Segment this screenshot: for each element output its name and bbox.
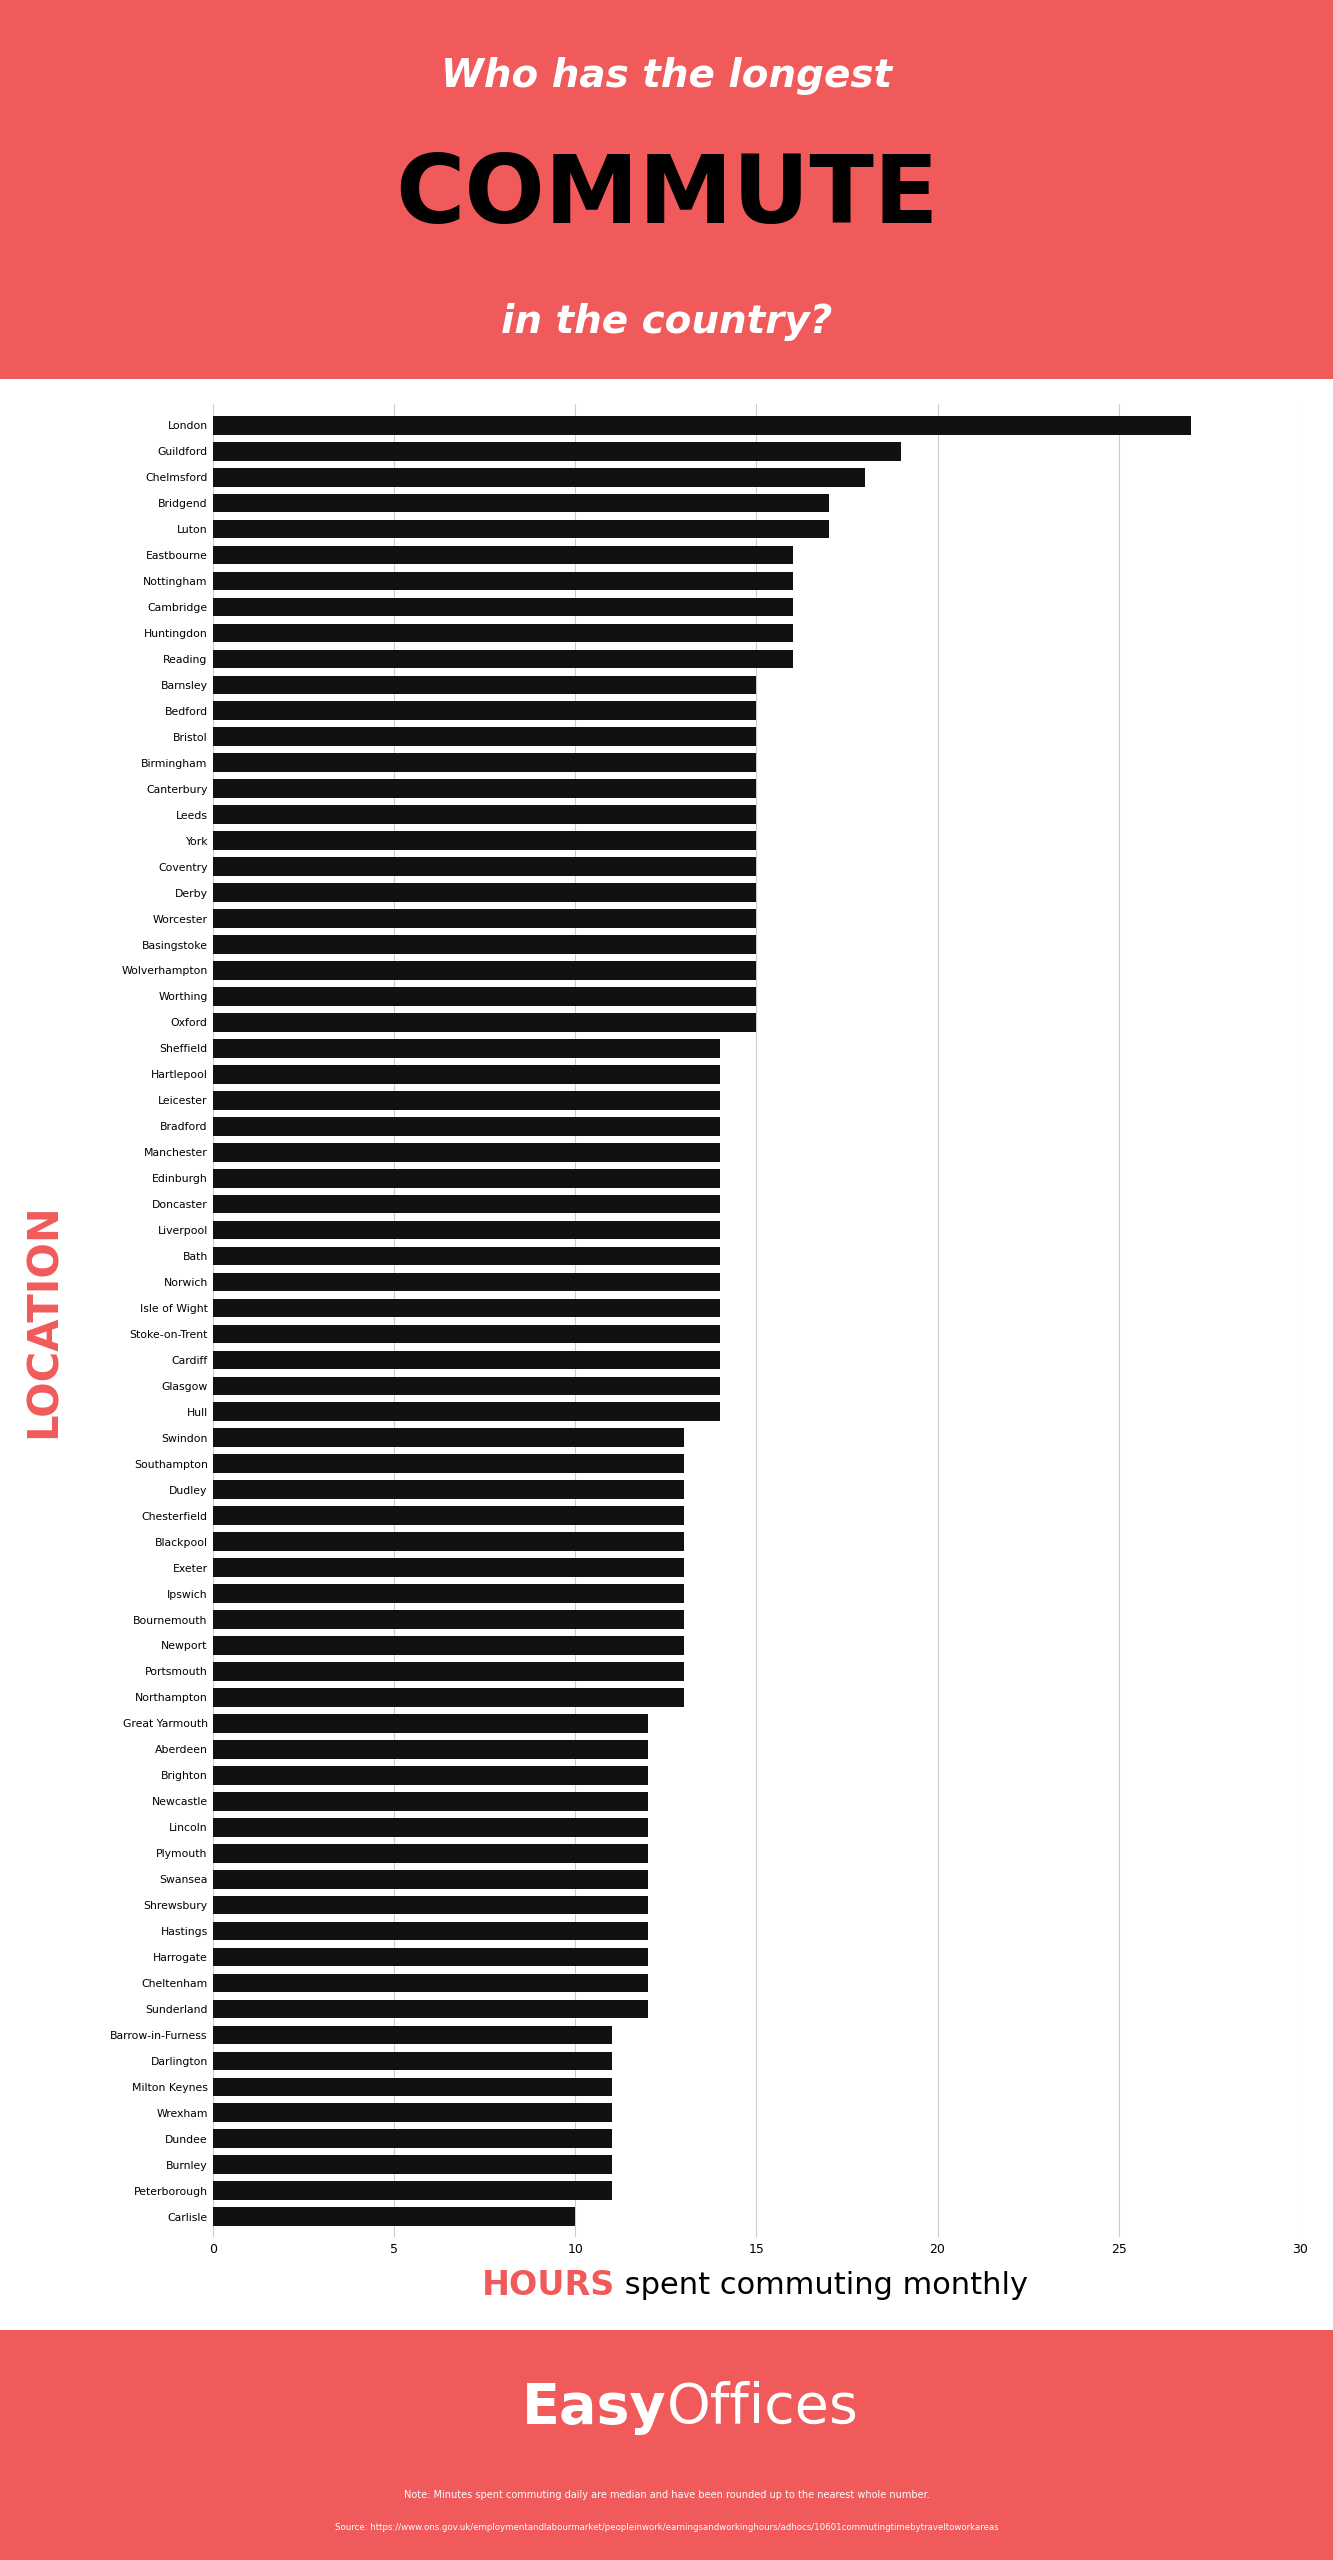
Bar — [213, 468, 865, 486]
Bar — [213, 727, 757, 745]
Bar — [213, 1247, 720, 1265]
Text: Source: https://www.ons.gov.uk/employmentandlabourmarket/peopleinwork/earningsan: Source: https://www.ons.gov.uk/employmen… — [335, 2524, 998, 2532]
Bar — [213, 2130, 612, 2148]
Bar — [213, 1377, 720, 1395]
Bar — [213, 1948, 648, 1966]
Bar — [213, 571, 793, 591]
Bar — [213, 1403, 720, 1421]
Bar — [213, 1039, 720, 1057]
Text: Note: Minutes spent commuting daily are median and have been rounded up to the n: Note: Minutes spent commuting daily are … — [404, 2491, 929, 2501]
Text: Offices: Offices — [666, 2381, 858, 2435]
Bar — [213, 1170, 720, 1188]
Bar — [213, 520, 829, 538]
Bar — [213, 1272, 720, 1290]
Text: LOCATION: LOCATION — [23, 1203, 64, 1439]
Bar — [213, 1480, 684, 1500]
Bar — [213, 1533, 684, 1551]
Bar — [213, 1923, 648, 1940]
Bar — [213, 2207, 576, 2227]
Bar — [213, 1428, 684, 1446]
Bar — [213, 1585, 684, 1603]
Bar — [213, 1324, 720, 1344]
Bar — [213, 1014, 757, 1032]
Bar — [213, 1352, 720, 1370]
Bar — [213, 2156, 612, 2173]
Bar — [213, 650, 793, 668]
Bar — [213, 2025, 612, 2045]
Bar — [213, 1843, 648, 1864]
Bar — [213, 1091, 720, 1108]
Bar — [213, 1974, 648, 1992]
Bar — [213, 1142, 720, 1162]
Text: HOURS: HOURS — [483, 2268, 616, 2301]
Text: COMMUTE: COMMUTE — [395, 151, 938, 243]
Bar — [213, 1116, 720, 1137]
Bar — [213, 1196, 720, 1213]
Bar — [213, 1636, 684, 1654]
Bar — [213, 2181, 612, 2199]
Bar — [213, 1818, 648, 1836]
Bar — [213, 596, 793, 617]
Bar — [213, 806, 757, 824]
Bar — [213, 1792, 648, 1810]
Bar — [213, 545, 793, 563]
Bar — [213, 2051, 612, 2071]
Bar — [213, 1454, 684, 1472]
Bar — [213, 1298, 720, 1318]
Bar — [213, 1869, 648, 1889]
Bar — [213, 1766, 648, 1784]
Bar — [213, 832, 757, 850]
Bar — [213, 701, 757, 719]
Bar — [213, 858, 757, 876]
Bar — [213, 778, 757, 799]
Bar — [213, 1559, 684, 1577]
Text: Easy: Easy — [523, 2381, 666, 2435]
Text: spent commuting monthly: spent commuting monthly — [616, 2271, 1028, 2299]
Bar — [213, 753, 757, 773]
Bar — [213, 1687, 684, 1708]
Bar — [213, 1610, 684, 1628]
Bar — [213, 1221, 720, 1239]
Bar — [213, 1999, 648, 2017]
Bar — [213, 934, 757, 955]
Bar — [213, 443, 901, 461]
Text: Who has the longest: Who has the longest — [441, 56, 892, 95]
Bar — [213, 1065, 720, 1083]
Bar — [213, 1741, 648, 1759]
Bar — [213, 960, 757, 980]
Bar — [213, 883, 757, 901]
Bar — [213, 1661, 684, 1682]
Bar — [213, 2104, 612, 2122]
Bar — [213, 1897, 648, 1915]
Bar — [213, 415, 1192, 435]
Bar — [213, 1715, 648, 1733]
Bar — [213, 2079, 612, 2097]
Bar — [213, 1505, 684, 1526]
Bar — [213, 494, 829, 512]
Bar — [213, 909, 757, 927]
Bar — [213, 676, 757, 694]
Bar — [213, 988, 757, 1006]
Text: in the country?: in the country? — [501, 302, 832, 340]
Bar — [213, 625, 793, 643]
